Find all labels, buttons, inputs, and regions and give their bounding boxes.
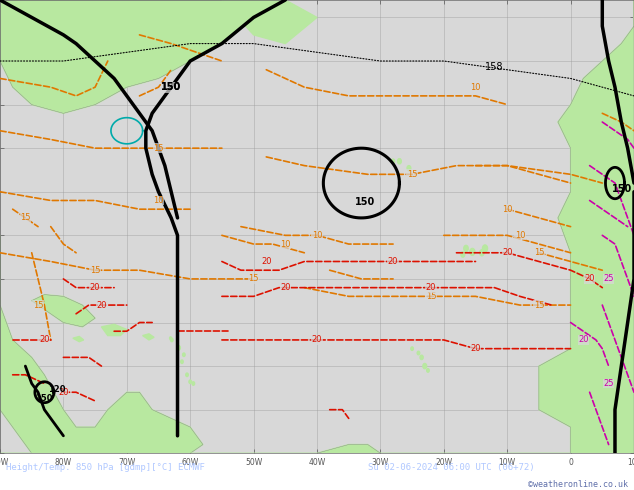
Circle shape bbox=[411, 347, 413, 350]
Text: 15: 15 bbox=[153, 144, 164, 153]
Text: 20: 20 bbox=[90, 283, 100, 292]
Polygon shape bbox=[0, 444, 634, 490]
Text: 150: 150 bbox=[612, 184, 632, 194]
Text: 20: 20 bbox=[261, 257, 271, 266]
Text: 15: 15 bbox=[20, 214, 30, 222]
Circle shape bbox=[417, 351, 420, 355]
Text: 120: 120 bbox=[48, 385, 65, 394]
Text: 20: 20 bbox=[388, 257, 398, 266]
Polygon shape bbox=[0, 235, 203, 453]
Circle shape bbox=[189, 380, 191, 384]
Text: 25: 25 bbox=[604, 379, 614, 388]
Polygon shape bbox=[73, 337, 84, 342]
Text: 158: 158 bbox=[485, 62, 504, 72]
Text: 15: 15 bbox=[426, 292, 436, 301]
Circle shape bbox=[470, 248, 475, 255]
Text: 15: 15 bbox=[33, 300, 43, 310]
Text: 10: 10 bbox=[470, 83, 481, 92]
Text: 20: 20 bbox=[470, 344, 481, 353]
Text: 20: 20 bbox=[58, 388, 68, 397]
Circle shape bbox=[398, 159, 401, 164]
Text: 15: 15 bbox=[249, 274, 259, 283]
Circle shape bbox=[392, 159, 394, 164]
Text: 20: 20 bbox=[312, 336, 322, 344]
Text: 10: 10 bbox=[280, 240, 290, 248]
Circle shape bbox=[420, 355, 424, 360]
Text: 150: 150 bbox=[161, 82, 181, 92]
Circle shape bbox=[461, 252, 465, 257]
Text: ©weatheronline.co.uk: ©weatheronline.co.uk bbox=[527, 480, 628, 489]
Text: 25: 25 bbox=[604, 274, 614, 283]
Text: Su 02-06-2024 06:00 UTC (06+72): Su 02-06-2024 06:00 UTC (06+72) bbox=[368, 464, 534, 472]
Polygon shape bbox=[222, 0, 317, 44]
Circle shape bbox=[192, 382, 195, 385]
Polygon shape bbox=[32, 294, 95, 327]
Text: Height/Temp. 850 hPa [gdmp][°C] ECMWF: Height/Temp. 850 hPa [gdmp][°C] ECMWF bbox=[6, 464, 205, 472]
Text: 10: 10 bbox=[515, 231, 525, 240]
Circle shape bbox=[170, 337, 172, 340]
Text: 15: 15 bbox=[90, 266, 100, 275]
Circle shape bbox=[480, 250, 484, 256]
Text: 20: 20 bbox=[280, 283, 290, 292]
Circle shape bbox=[482, 245, 488, 252]
Polygon shape bbox=[0, 0, 254, 113]
Text: 20: 20 bbox=[585, 274, 595, 283]
Circle shape bbox=[407, 166, 411, 171]
Text: 20: 20 bbox=[578, 336, 588, 344]
Circle shape bbox=[171, 338, 173, 342]
Text: 20: 20 bbox=[96, 300, 107, 310]
Polygon shape bbox=[101, 324, 127, 336]
Polygon shape bbox=[539, 0, 634, 453]
Text: 15: 15 bbox=[407, 170, 417, 179]
Circle shape bbox=[178, 345, 181, 350]
Text: 150: 150 bbox=[161, 82, 181, 92]
Circle shape bbox=[186, 373, 188, 376]
Circle shape bbox=[464, 245, 468, 251]
Text: 15: 15 bbox=[534, 300, 544, 310]
Text: 20: 20 bbox=[502, 248, 512, 257]
Text: 150: 150 bbox=[35, 394, 53, 403]
Circle shape bbox=[427, 368, 429, 372]
Circle shape bbox=[423, 364, 427, 368]
Circle shape bbox=[181, 360, 183, 364]
Text: 10: 10 bbox=[502, 205, 512, 214]
Text: 20: 20 bbox=[426, 283, 436, 292]
Text: 15: 15 bbox=[534, 248, 544, 257]
Polygon shape bbox=[143, 334, 154, 340]
Circle shape bbox=[183, 353, 185, 357]
Text: 20: 20 bbox=[39, 336, 49, 344]
Text: 10: 10 bbox=[312, 231, 322, 240]
Text: 150: 150 bbox=[355, 197, 375, 207]
Text: 10: 10 bbox=[153, 196, 164, 205]
